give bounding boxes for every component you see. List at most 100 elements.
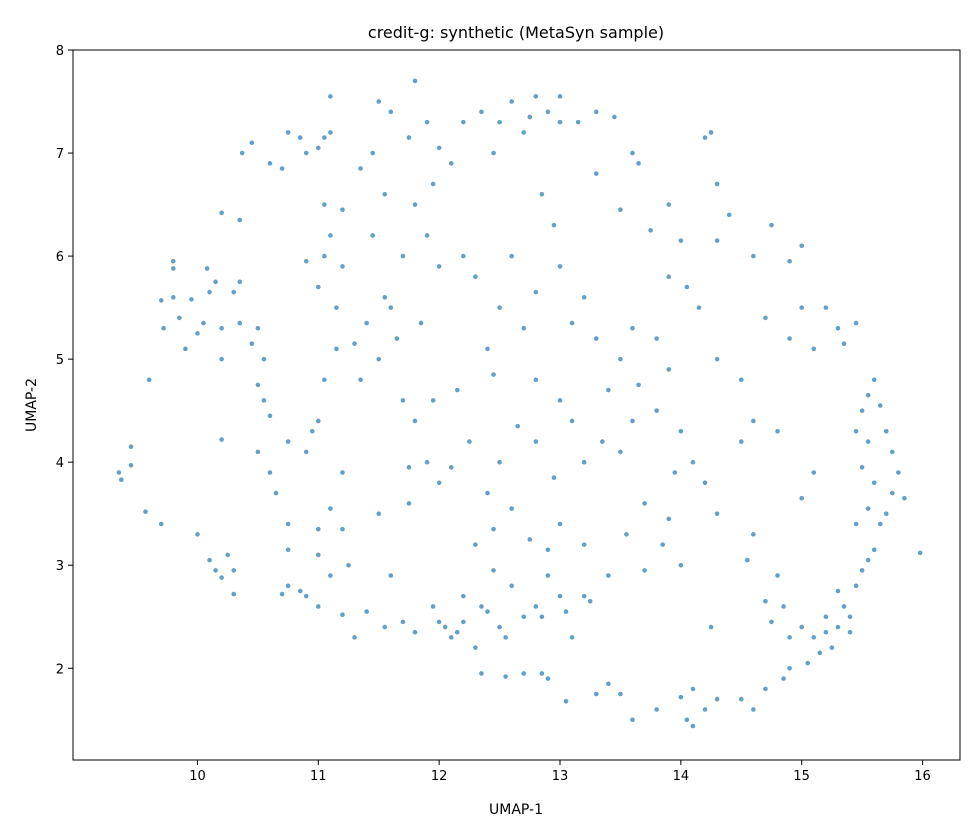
point: [376, 511, 382, 517]
x-tick-label: 12: [431, 769, 448, 784]
point: [787, 336, 792, 341]
point: [219, 210, 224, 216]
x-tick-label: 15: [793, 769, 810, 784]
point: [557, 593, 563, 599]
point: [204, 266, 210, 271]
point: [877, 521, 883, 527]
point: [424, 233, 430, 238]
point: [334, 305, 339, 310]
point: [267, 161, 273, 166]
point: [116, 470, 122, 475]
point: [195, 331, 200, 336]
point: [128, 462, 134, 468]
point: [853, 521, 859, 527]
point: [261, 356, 267, 362]
point: [847, 629, 853, 635]
point: [859, 465, 865, 470]
point: [666, 516, 672, 522]
point: [738, 696, 744, 702]
point: [285, 130, 291, 135]
point: [285, 521, 291, 527]
point: [865, 506, 871, 511]
point: [751, 418, 756, 424]
point: [376, 356, 382, 362]
point: [877, 403, 883, 408]
point: [406, 501, 412, 506]
point: [714, 356, 720, 362]
point: [497, 459, 502, 465]
y-tick-label: 8: [56, 44, 64, 59]
x-tick-label: 13: [552, 769, 569, 784]
point: [303, 593, 309, 599]
point: [708, 130, 714, 135]
point: [702, 480, 708, 486]
point: [225, 552, 230, 558]
point: [279, 591, 285, 597]
point: [412, 202, 418, 207]
point: [412, 418, 418, 424]
point: [690, 686, 696, 692]
point: [714, 696, 720, 702]
point: [249, 140, 255, 146]
point: [823, 614, 829, 620]
point: [763, 315, 768, 321]
point: [328, 506, 333, 511]
point: [630, 150, 635, 156]
point: [406, 465, 412, 470]
point: [340, 207, 345, 213]
point: [587, 599, 593, 604]
point: [219, 356, 224, 362]
point: [702, 135, 708, 140]
point: [841, 341, 847, 346]
point: [316, 284, 321, 290]
point: [666, 274, 672, 280]
point: [678, 694, 684, 700]
point: [340, 264, 345, 269]
point: [787, 258, 792, 264]
point: [461, 593, 466, 599]
point: [479, 671, 484, 676]
point: [448, 465, 454, 470]
point: [201, 320, 206, 326]
point: [738, 377, 744, 383]
point: [448, 161, 454, 166]
point: [890, 449, 895, 455]
point: [708, 624, 714, 630]
point: [853, 583, 859, 589]
y-tick-label: 6: [56, 250, 64, 265]
point: [491, 526, 496, 532]
x-tick-label: 11: [310, 769, 327, 784]
point: [388, 573, 394, 578]
point: [890, 490, 895, 496]
point: [340, 612, 345, 618]
y-tick-label: 2: [56, 662, 64, 677]
point: [442, 624, 448, 630]
point: [593, 109, 599, 115]
point: [545, 547, 551, 553]
point: [630, 418, 635, 424]
point: [612, 114, 617, 120]
point: [660, 542, 666, 547]
y-tick-label: 3: [56, 559, 64, 574]
point: [249, 341, 255, 346]
point: [551, 222, 557, 228]
point: [316, 418, 321, 424]
point: [473, 645, 478, 650]
point: [666, 202, 672, 207]
point: [557, 521, 563, 527]
point: [388, 305, 394, 310]
point: [527, 537, 533, 542]
point: [829, 645, 835, 650]
point: [297, 588, 303, 594]
point: [763, 599, 768, 604]
point: [358, 166, 363, 171]
point: [654, 408, 659, 413]
point: [485, 346, 490, 352]
point: [328, 573, 333, 578]
point: [883, 511, 889, 517]
point: [479, 109, 484, 115]
point: [400, 253, 406, 259]
point: [606, 573, 611, 578]
point: [781, 676, 786, 681]
point: [158, 298, 164, 303]
